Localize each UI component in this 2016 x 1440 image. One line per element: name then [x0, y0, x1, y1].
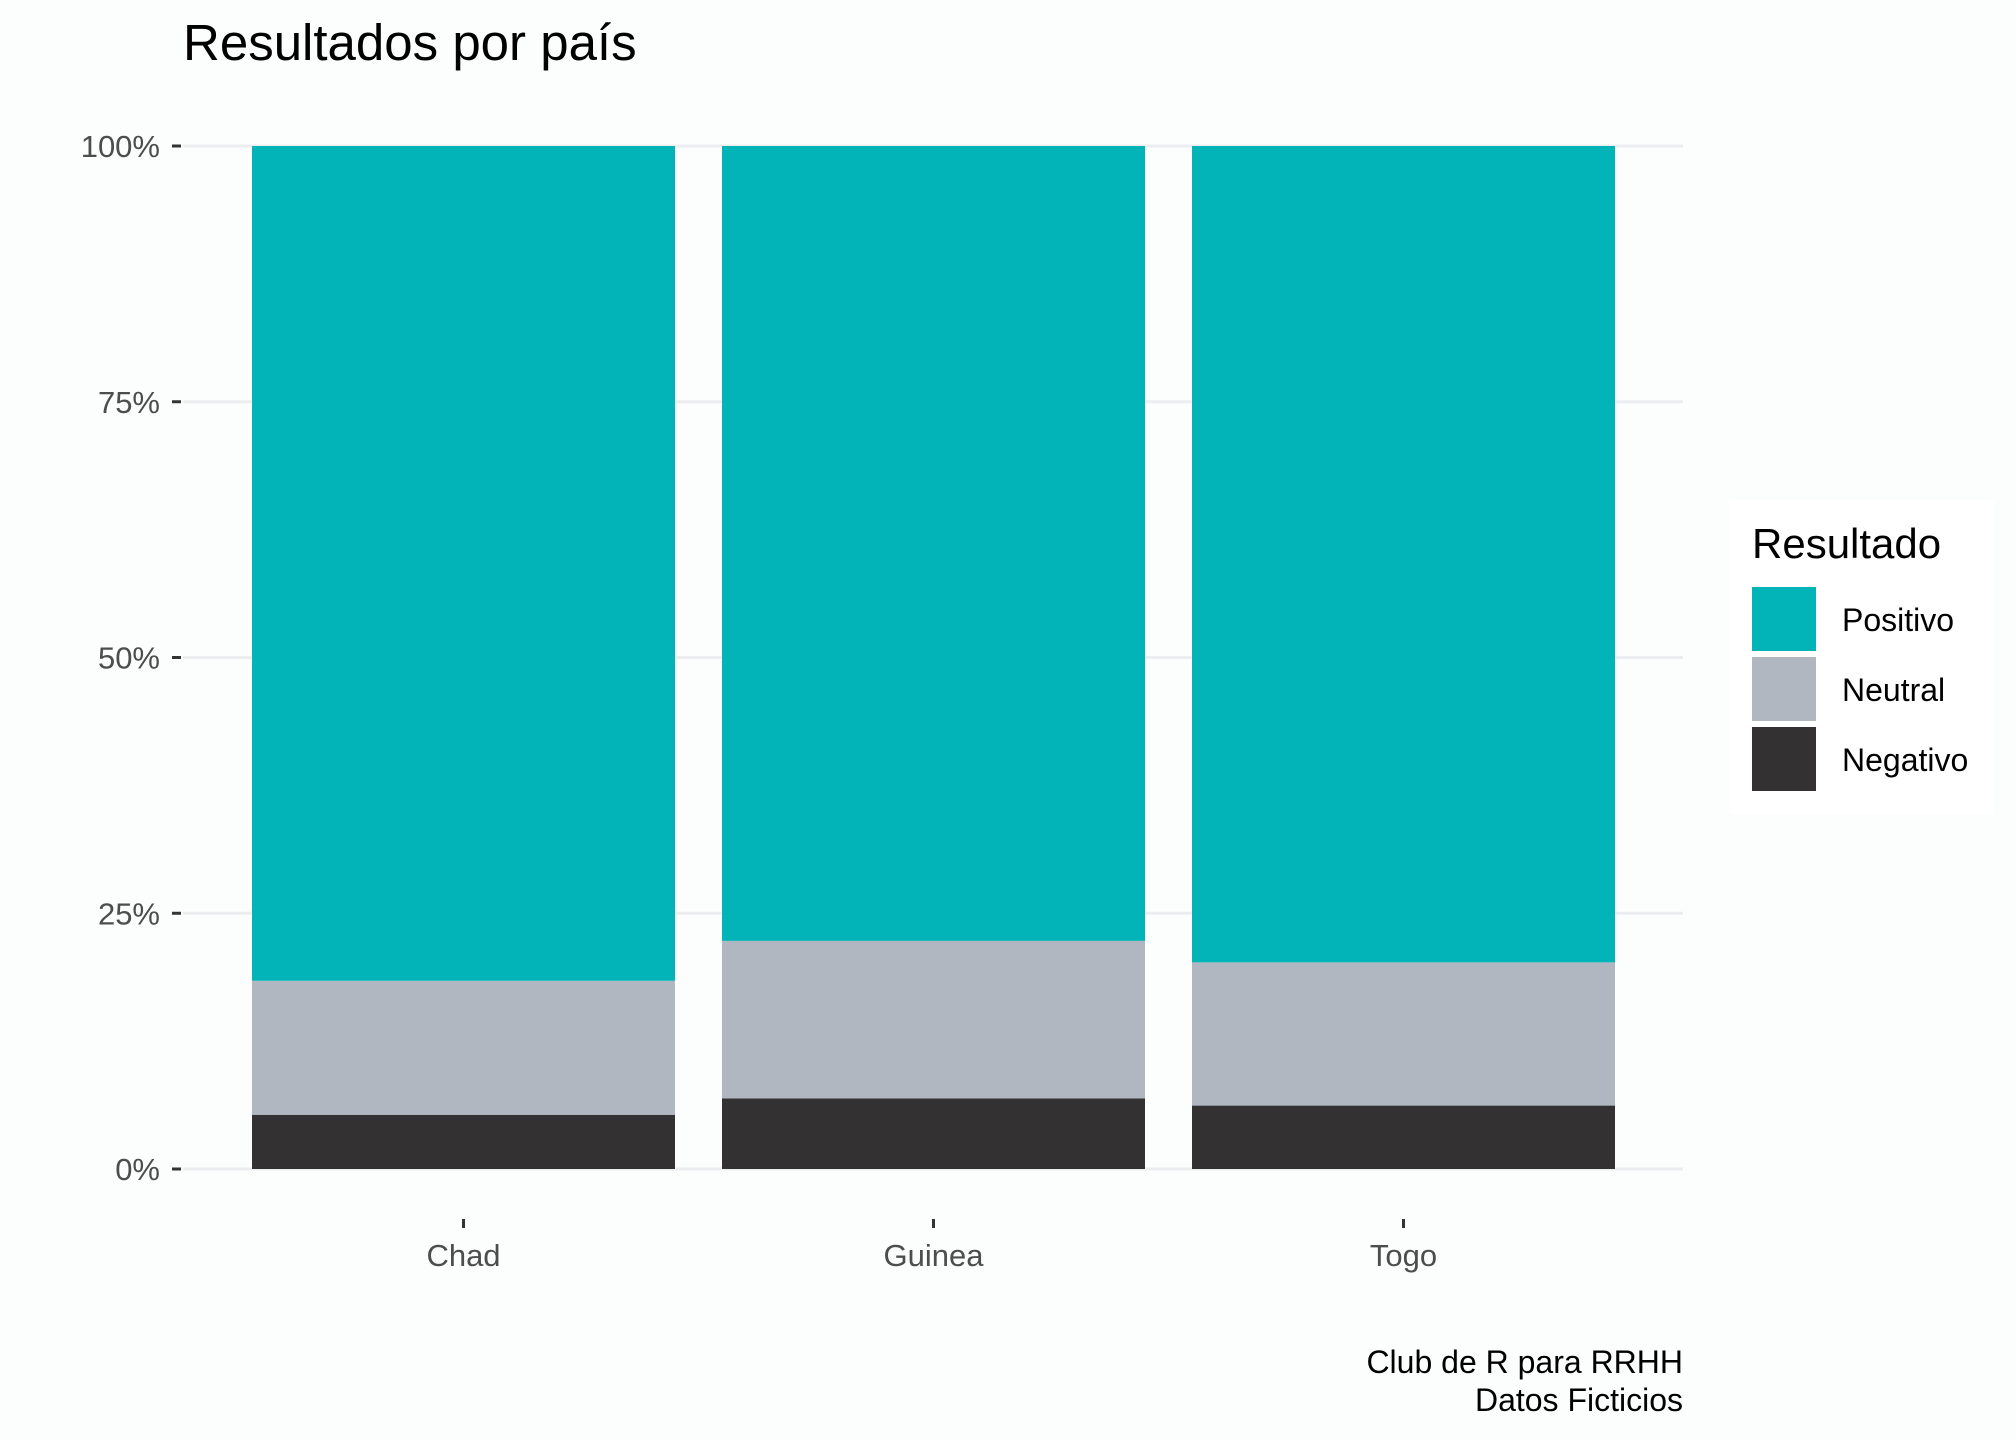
- x-tick-label: Guinea: [884, 1238, 985, 1273]
- y-tick-label: 0%: [115, 1152, 160, 1187]
- legend-swatch-negativo: [1752, 727, 1816, 791]
- bar-chad-negativo: [252, 1114, 675, 1169]
- caption-line-1: Club de R para RRHH: [1366, 1344, 1683, 1380]
- legend-items: Positivo Neutral Negativo: [1752, 587, 1968, 791]
- bar-guinea-negativo: [722, 1098, 1145, 1169]
- legend-swatch-neutral: [1752, 657, 1816, 721]
- bar-togo-positivo: [1192, 146, 1615, 963]
- x-tick-label: Chad: [426, 1238, 500, 1273]
- bar-togo-neutral: [1192, 962, 1615, 1106]
- bar-chad-neutral: [252, 980, 675, 1115]
- y-tick-label: 100%: [81, 129, 160, 164]
- y-axis: 0% 25% 50% 75% 100%: [81, 129, 181, 1187]
- legend-swatch-positivo: [1752, 587, 1816, 651]
- legend: Resultado Positivo Neutral Negativo: [1729, 500, 1994, 814]
- chart-title: Resultados por país: [183, 14, 637, 71]
- legend-title: Resultado: [1752, 520, 1941, 567]
- legend-label-negativo: Negativo: [1842, 742, 1968, 778]
- caption-line-2: Datos Ficticios: [1475, 1382, 1683, 1418]
- x-axis: Chad Guinea Togo: [426, 1219, 1437, 1273]
- y-tick-label: 25%: [98, 896, 160, 931]
- y-tick-label: 75%: [98, 385, 160, 420]
- legend-label-positivo: Positivo: [1842, 602, 1954, 638]
- bars: [252, 146, 1615, 1169]
- legend-label-neutral: Neutral: [1842, 672, 1945, 708]
- bar-chad-positivo: [252, 146, 675, 981]
- bar-togo-negativo: [1192, 1105, 1615, 1169]
- y-tick-label: 50%: [98, 641, 160, 676]
- x-tick-label: Togo: [1370, 1238, 1437, 1273]
- bar-guinea-positivo: [722, 146, 1145, 941]
- bar-guinea-neutral: [722, 940, 1145, 1099]
